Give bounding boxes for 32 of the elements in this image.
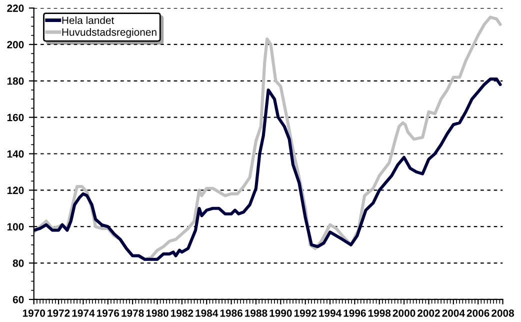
y-tick-label: 60 (12, 296, 24, 304)
line-series (34, 78, 502, 261)
y-tick-label: 120 (7, 186, 24, 194)
x-tick-label: 2006 (466, 309, 490, 317)
x-tick-label: 2002 (418, 309, 440, 317)
x-tick-label: 2004 (442, 309, 465, 317)
y-tick-label: 140 (7, 150, 24, 158)
x-tick-label: 1990 (270, 309, 292, 317)
x-tick-label: 1998 (368, 309, 391, 317)
x-tick-label: 1982 (171, 309, 194, 317)
y-tick-label: 160 (7, 114, 24, 122)
x-tick-label: 2008 (492, 309, 514, 317)
x-tick-label: 1988 (245, 309, 268, 317)
y-tick-label: 100 (7, 223, 24, 230)
x-tick-label: 2000 (392, 309, 416, 317)
x-tick-label: 1978 (122, 309, 144, 317)
x-tick-label: 1976 (96, 309, 120, 317)
x-tick-label: 1992 (294, 309, 317, 317)
x-tick-label: 1972 (48, 309, 70, 317)
y-tick-label: 180 (7, 77, 24, 85)
legend-label: Huvudstadsregionen (62, 28, 156, 38)
x-tick-label: 1970 (22, 309, 46, 317)
x-tick-label: 1980 (146, 309, 168, 317)
x-tick-label: 1994 (319, 309, 342, 317)
y-tick-label: 80 (12, 260, 24, 267)
y-tick-label: 200 (7, 40, 24, 48)
x-tick-label: 1986 (220, 309, 243, 317)
x-tick-label: 1974 (72, 309, 95, 317)
y-tick-label: 220 (7, 4, 24, 12)
x-tick-label: 1984 (196, 309, 218, 317)
legend-label: Hela landet (62, 16, 114, 24)
x-tick-label: 1996 (344, 309, 366, 317)
